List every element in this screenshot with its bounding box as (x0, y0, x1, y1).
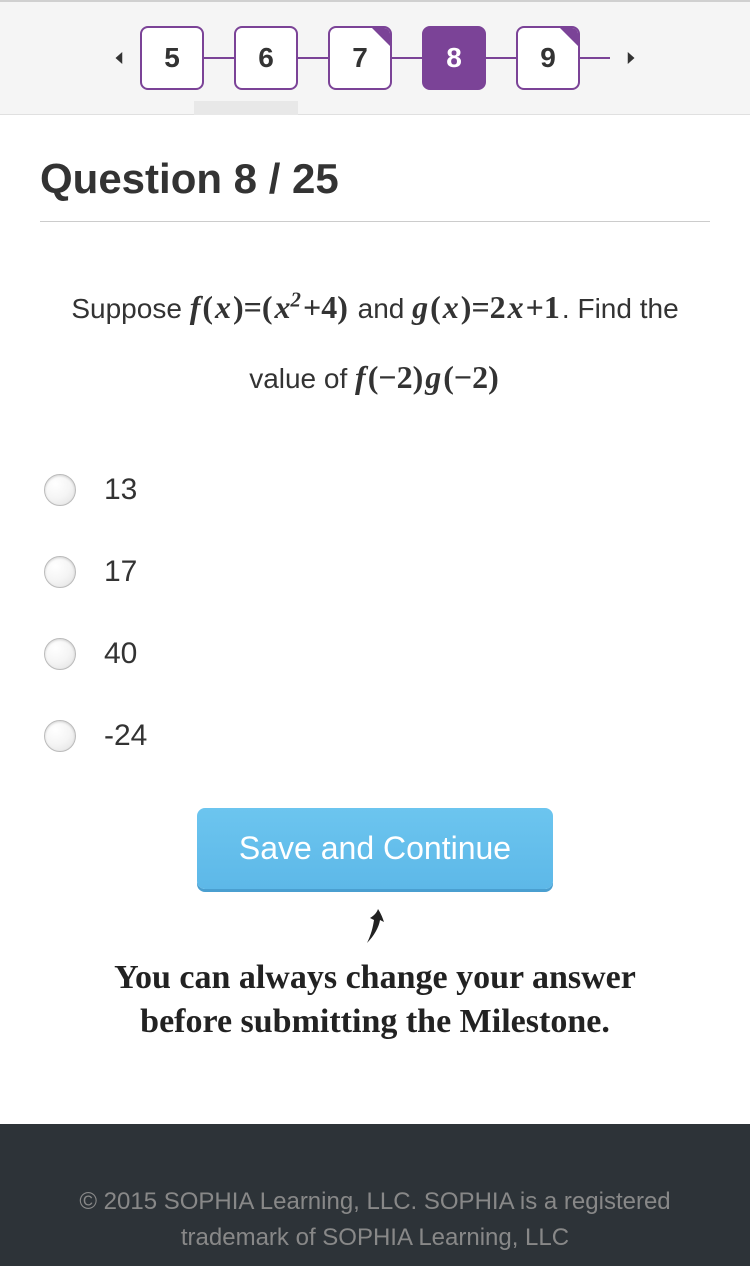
prompt-text: and (358, 293, 413, 324)
nav-connector (580, 57, 610, 59)
answer-list: 13 17 40 -24 (40, 473, 710, 753)
nav-items: 5 6 7 8 9 (140, 26, 610, 90)
question-title: Question 8 / 25 (40, 155, 710, 222)
nav-underbar (194, 101, 298, 115)
answer-label: 17 (104, 555, 137, 589)
radio-icon (44, 474, 76, 506)
nav-question-7[interactable]: 7 (328, 26, 392, 90)
nav-prev-arrow[interactable] (100, 38, 140, 78)
answer-label: 13 (104, 473, 137, 507)
nav-label: 7 (352, 42, 368, 74)
question-nav-bar: 5 6 7 8 9 (0, 0, 750, 115)
footer-line2: trademark of SOPHIA Learning, LLC (40, 1220, 710, 1256)
nav-connector (298, 57, 328, 59)
answer-label: 40 (104, 637, 137, 671)
hint-arrow-icon (40, 909, 710, 948)
answer-label: -24 (104, 719, 147, 753)
save-continue-button[interactable]: Save and Continue (197, 808, 553, 889)
answer-option-3[interactable]: -24 (44, 719, 710, 753)
math-g-def: g(x)=2x+1 (412, 289, 562, 325)
nav-question-9[interactable]: 9 (516, 26, 580, 90)
nav-connector (204, 57, 234, 59)
nav-label: 5 (164, 42, 180, 74)
answer-option-1[interactable]: 17 (44, 555, 710, 589)
nav-next-arrow[interactable] (610, 38, 650, 78)
nav-connector (486, 57, 516, 59)
nav-label: 8 (446, 42, 462, 74)
answer-option-2[interactable]: 40 (44, 637, 710, 671)
footer-line1: © 2015 SOPHIA Learning, LLC. SOPHIA is a… (40, 1184, 710, 1220)
radio-icon (44, 638, 76, 670)
answer-option-0[interactable]: 13 (44, 473, 710, 507)
nav-question-8[interactable]: 8 (422, 26, 486, 90)
radio-icon (44, 556, 76, 588)
hint-text: You can always change your answer before… (40, 956, 710, 1044)
question-prompt: Suppose f(x)=(x2+4) and g(x)=2x+1. Find … (40, 272, 710, 413)
radio-icon (44, 720, 76, 752)
nav-label: 6 (258, 42, 274, 74)
footer: © 2015 SOPHIA Learning, LLC. SOPHIA is a… (0, 1124, 750, 1266)
math-eval-expr: f(−2)g(−2) (355, 359, 501, 395)
math-f-def: f(x)=(x2+4) (190, 289, 350, 325)
nav-connector (392, 57, 422, 59)
prompt-text: Suppose (71, 293, 189, 324)
nav-question-5[interactable]: 5 (140, 26, 204, 90)
nav-question-6[interactable]: 6 (234, 26, 298, 90)
nav-label: 9 (540, 42, 556, 74)
question-content: Question 8 / 25 Suppose f(x)=(x2+4) and … (0, 115, 750, 1124)
